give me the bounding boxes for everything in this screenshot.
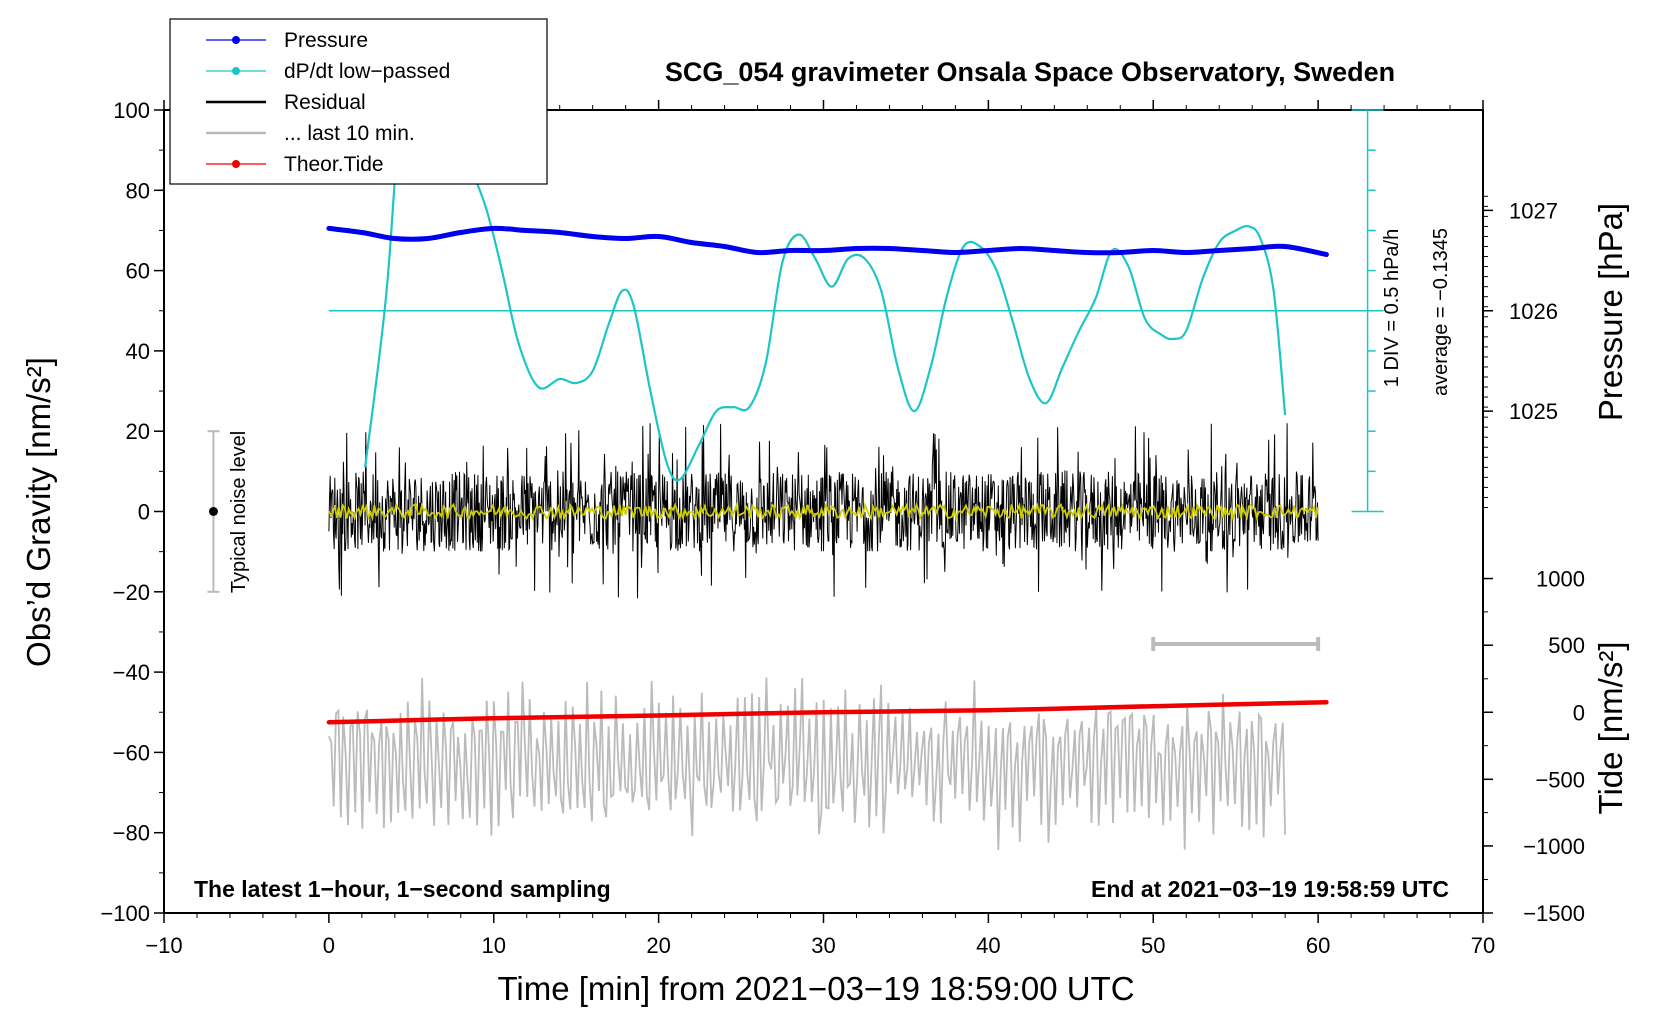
series-dpdt xyxy=(364,28,1287,482)
y-tick-label: 0 xyxy=(138,500,150,525)
chart-title: SCG_054 gravimeter Onsala Space Observat… xyxy=(665,57,1395,87)
y-tick-label: −20 xyxy=(113,580,150,605)
series-theor-tide xyxy=(326,699,1329,725)
y-tick-label: 60 xyxy=(126,259,150,284)
tide-tick-label: −1500 xyxy=(1523,901,1585,926)
noise-level-label: Typical noise level xyxy=(228,431,250,593)
x-tick-label: 0 xyxy=(323,933,335,958)
series-residual-smoothed xyxy=(328,501,1319,522)
x-tick-label: 70 xyxy=(1471,933,1495,958)
legend-label: Pressure xyxy=(284,29,368,52)
tide-tick-label: 500 xyxy=(1548,633,1585,658)
annotation-bottom-left: The latest 1−hour, 1−second sampling xyxy=(194,876,611,902)
legend-label: Theor.Tide xyxy=(284,153,384,176)
x-tick-label: 40 xyxy=(976,933,1000,958)
y-axis-pressure-label: Pressure [hPa] xyxy=(1592,203,1629,421)
y-tick-label: 40 xyxy=(126,339,150,364)
dpdt-scale-bar xyxy=(328,109,1384,513)
y-tick-label: 20 xyxy=(126,419,150,444)
tide-tick-label: −1000 xyxy=(1523,834,1585,859)
tide-tick-label: −500 xyxy=(1535,767,1585,792)
series-residual xyxy=(328,423,1319,599)
noise-level-indicator xyxy=(207,430,220,593)
x-tick-label: 60 xyxy=(1306,933,1330,958)
y-axis-tide: −1500 −1000 −500 0 500 1000 xyxy=(1483,567,1585,926)
y-tick-label: −40 xyxy=(113,660,150,685)
y-tick-label: −80 xyxy=(113,821,150,846)
legend-label: dP/dt low−passed xyxy=(284,60,450,83)
y-axis-left: −100 −80 −60 −40 −20 0 20 40 60 80 100 xyxy=(100,98,164,926)
pressure-tick-label: 1025 xyxy=(1509,399,1558,424)
legend-label: ... last 10 min. xyxy=(284,122,415,145)
legend-swatch-marker xyxy=(232,36,240,44)
legend-label: Residual xyxy=(284,91,366,114)
y-axis-left-label: Obs’d Gravity [nm/s²] xyxy=(20,357,57,667)
legend-swatch-marker xyxy=(232,160,240,168)
legend: Pressure dP/dt low−passed Residual ... last… xyxy=(169,18,548,185)
x-tick-label: 10 xyxy=(482,933,506,958)
y-tick-label: −60 xyxy=(113,740,150,765)
y-tick-label: 80 xyxy=(126,178,150,203)
y-axis-pressure: 1025 1026 1027 xyxy=(1483,195,1558,508)
series-pressure xyxy=(326,225,1329,257)
pressure-tick-label: 1027 xyxy=(1509,198,1558,223)
x-axis: −10 0 10 20 30 40 50 60 70 xyxy=(145,100,1495,958)
x-tick-label: −10 xyxy=(145,933,182,958)
x-tick-label: 20 xyxy=(646,933,670,958)
last-10-min-bar xyxy=(1151,636,1321,651)
dpdt-average-label: average = −0.1345 xyxy=(1430,228,1452,396)
y-tick-label: −100 xyxy=(100,901,150,926)
series-last-10-min xyxy=(328,677,1286,851)
x-tick-label: 50 xyxy=(1141,933,1165,958)
dpdt-scale-label: 1 DIV = 0.5 hPa/h xyxy=(1381,229,1403,387)
tide-tick-label: 1000 xyxy=(1536,567,1585,592)
noise-center-dot xyxy=(208,507,218,516)
series-group xyxy=(326,28,1329,851)
annotation-bottom-right: End at 2021−03−19 19:58:59 UTC xyxy=(1091,876,1449,902)
pressure-tick-label: 1026 xyxy=(1509,299,1558,324)
legend-swatch-marker xyxy=(232,67,240,75)
x-axis-label: Time [min] from 2021−03−19 18:59:00 UTC xyxy=(497,970,1134,1007)
y-axis-tide-label: Tide [nm/s²] xyxy=(1592,642,1629,815)
x-tick-label: 30 xyxy=(811,933,835,958)
y-tick-label: 100 xyxy=(113,98,150,123)
tide-tick-label: 0 xyxy=(1573,700,1585,725)
